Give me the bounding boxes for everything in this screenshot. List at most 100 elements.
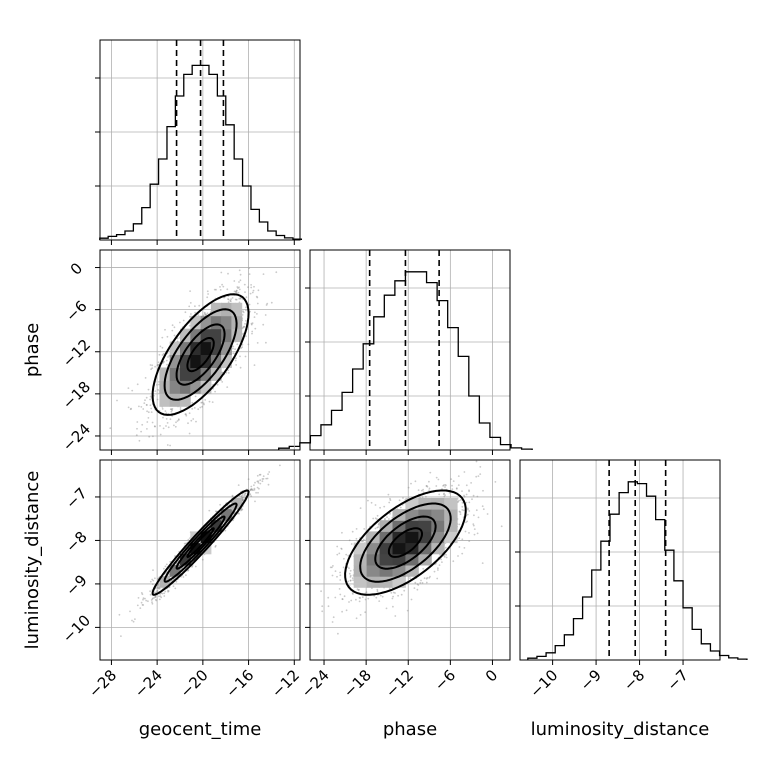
sample-point	[142, 597, 145, 600]
sample-point	[463, 471, 466, 473]
sample-point	[165, 418, 168, 420]
sample-point	[190, 313, 192, 315]
sample-point	[157, 364, 159, 366]
sample-point	[256, 296, 259, 299]
sample-point	[205, 313, 208, 316]
sample-point	[258, 473, 261, 476]
sample-point	[166, 422, 169, 424]
sample-point	[422, 567, 425, 570]
sample-point	[189, 302, 192, 304]
sample-point	[156, 587, 159, 589]
sample-point	[143, 402, 146, 404]
x-tick-label: 0	[482, 666, 501, 685]
sample-point	[161, 336, 164, 339]
sample-point	[132, 450, 134, 452]
sample-point	[159, 433, 162, 436]
sample-point	[245, 309, 247, 312]
sample-point	[243, 493, 246, 496]
sample-point	[349, 579, 352, 582]
sample-point	[376, 588, 379, 591]
sample-point	[442, 484, 445, 486]
density-cell	[200, 328, 212, 343]
sample-point	[250, 286, 253, 289]
sample-point	[242, 310, 244, 312]
sample-point	[242, 325, 245, 328]
sample-point	[467, 507, 469, 510]
sample-point	[203, 403, 205, 406]
sample-point	[199, 406, 202, 409]
sample-point	[361, 596, 364, 599]
sample-point	[444, 494, 446, 496]
sample-point	[148, 435, 151, 438]
sample-point	[245, 319, 247, 322]
density-cell	[180, 367, 191, 381]
sample-point	[149, 593, 152, 596]
ylabel-luminosity-distance: luminosity_distance	[22, 471, 43, 650]
sample-point	[367, 499, 369, 502]
sample-point	[167, 356, 169, 358]
sample-point	[238, 281, 240, 283]
sample-point	[251, 332, 253, 335]
sample-point	[254, 327, 257, 330]
sample-point	[428, 489, 430, 492]
sample-point	[167, 590, 170, 593]
sample-point	[249, 488, 252, 491]
sample-point	[242, 494, 244, 496]
sample-point	[452, 560, 455, 563]
sample-point	[154, 425, 156, 428]
sample-point	[279, 464, 281, 467]
contour-line	[344, 489, 467, 596]
sample-point	[153, 597, 156, 599]
sample-point	[144, 399, 146, 402]
sample-point	[254, 500, 256, 503]
sample-point	[227, 298, 229, 300]
sample-point	[164, 410, 167, 412]
x-tick-label: −9	[577, 666, 605, 694]
sample-point	[443, 556, 446, 558]
sample-point	[348, 572, 351, 575]
sample-point	[386, 516, 388, 518]
sample-point	[265, 477, 268, 480]
sample-point	[156, 590, 159, 592]
sample-point	[170, 408, 173, 411]
sample-point	[227, 301, 230, 304]
sample-point	[146, 428, 148, 430]
sample-point	[384, 517, 386, 520]
sample-point	[445, 556, 448, 559]
sample-point	[165, 425, 167, 427]
sample-point	[226, 288, 229, 291]
sample-point	[190, 419, 193, 422]
sample-point	[229, 300, 232, 303]
density-cell	[159, 367, 171, 381]
sample-point	[441, 561, 443, 563]
sample-point	[202, 402, 205, 405]
contour-line	[151, 293, 250, 416]
sample-point	[472, 524, 475, 527]
sample-point	[172, 585, 175, 588]
sample-point	[165, 563, 168, 566]
sample-point	[250, 284, 253, 286]
density-cell	[366, 542, 380, 555]
x-tick-label: −12	[268, 666, 303, 701]
sample-point	[174, 587, 177, 590]
sample-point	[237, 291, 240, 294]
sample-point	[191, 401, 194, 404]
sample-point	[179, 408, 182, 411]
sample-point	[145, 599, 148, 602]
sample-point	[174, 555, 176, 557]
sample-point	[188, 432, 191, 435]
sample-point	[240, 495, 243, 498]
sample-point	[376, 518, 378, 520]
sample-point	[151, 364, 154, 367]
sample-point	[165, 359, 168, 362]
sample-point	[242, 498, 245, 501]
sample-point	[343, 595, 346, 598]
sample-point	[174, 425, 177, 428]
sample-point	[247, 478, 250, 481]
density-cell	[180, 553, 191, 566]
sample-point	[468, 489, 470, 492]
contour-line	[186, 337, 215, 373]
sample-point	[241, 343, 244, 346]
sample-point	[364, 598, 367, 601]
density-cell	[444, 520, 458, 532]
